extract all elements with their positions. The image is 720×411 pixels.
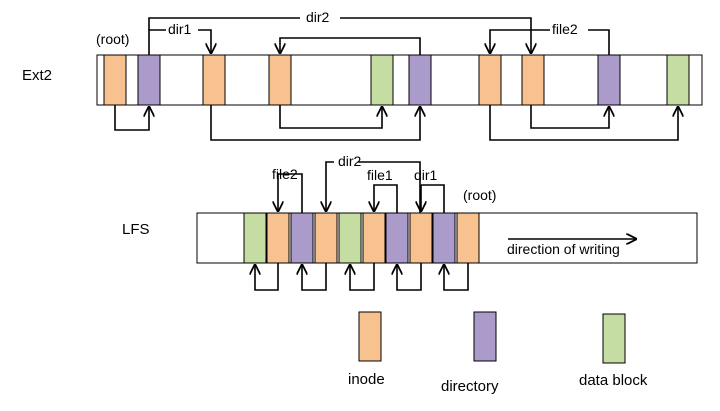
lfs-file2-label: file2	[272, 166, 298, 182]
lfs-dir1-directory	[385, 212, 409, 264]
lfs-pointer-arrows	[255, 161, 636, 291]
lfs-dir1-label: dir1	[414, 167, 438, 183]
ext2-pointer-arrows	[114, 17, 678, 141]
lfs-file2-to-datablock-arrow	[255, 263, 279, 291]
lfs-data-block-2	[338, 212, 362, 264]
ext2-root-inode	[103, 54, 127, 106]
lfs-data-block-1	[243, 212, 267, 264]
lfs-dir2-label: dir2	[338, 153, 362, 169]
ext2-file2-to-directory-arrow	[530, 105, 609, 129]
lfs-root-label: (root)	[463, 187, 496, 203]
ext2-section: Ext2 (root) dir1 dir2 file2	[22, 9, 703, 141]
lfs-dir1-inode	[409, 212, 433, 264]
legend-data-block-swatch	[602, 313, 626, 364]
legend-directory-swatch	[473, 311, 497, 362]
ext2-dir1-label: dir1	[168, 21, 192, 37]
ext2-file2-inode	[521, 54, 545, 106]
ext2-file2-pointer-arrow	[490, 29, 610, 55]
legend-directory-label: directory	[441, 378, 499, 395]
legend-inode-label: inode	[348, 371, 385, 388]
lfs-file1-label: file1	[367, 167, 393, 183]
direction-of-writing-label: direction of writing	[507, 241, 620, 257]
ext2-root-to-rootdir-arrow	[114, 105, 149, 131]
ext2-root-directory	[137, 54, 161, 106]
lfs-dir1-pointer-arrow	[421, 184, 445, 213]
ext2-dir2-to-datablock-arrow	[279, 105, 382, 129]
lfs-root-directory	[432, 212, 456, 264]
lfs-file1-to-datablock-arrow	[350, 263, 375, 291]
ext2-dir1-directory	[408, 54, 432, 106]
lfs-root-inode	[456, 212, 480, 264]
lfs-section: LFS file2 dir2 file1 dir1 (root)	[122, 153, 698, 291]
legend: inode directory data block	[348, 311, 648, 395]
ext2-dir2-inode	[268, 54, 292, 106]
ext2-filea-to-datablock-arrow	[489, 105, 678, 141]
lfs-dir1-to-directory-arrow	[397, 263, 422, 291]
ext2-file-inode-a	[478, 54, 502, 106]
lfs-dir2-pointer-arrow	[326, 161, 421, 213]
legend-data-block-label: data block	[579, 372, 648, 389]
lfs-title: LFS	[122, 221, 150, 238]
ext2-dir1-inode	[202, 54, 226, 106]
lfs-file1-pointer-arrow	[374, 184, 398, 213]
lfs-dir2-to-directory-arrow	[302, 263, 327, 291]
lfs-root-to-directory-arrow	[444, 263, 469, 291]
ext2-data-block-2	[666, 54, 690, 106]
lfs-dir2-directory	[290, 212, 314, 264]
ext2-dir2-inode-pointer-arrow	[280, 37, 421, 55]
ext2-file2-label: file2	[552, 21, 578, 37]
legend-inode-swatch	[358, 311, 382, 362]
lfs-file2-inode	[266, 212, 290, 264]
ext2-root-label: (root)	[96, 31, 129, 47]
lfs-file1-inode	[362, 212, 386, 264]
ext2-dir2-label: dir2	[306, 9, 330, 25]
lfs-file2-pointer-arrow	[278, 173, 303, 213]
ext2-data-block-1	[370, 54, 394, 106]
ext2-dir2-pointer-arrow	[148, 17, 531, 53]
ext2-dir2-directory	[597, 54, 621, 106]
lfs-dir2-inode	[314, 212, 338, 264]
ext2-title: Ext2	[22, 67, 52, 84]
ext2-dir1-to-dirblock-arrow	[210, 105, 420, 141]
